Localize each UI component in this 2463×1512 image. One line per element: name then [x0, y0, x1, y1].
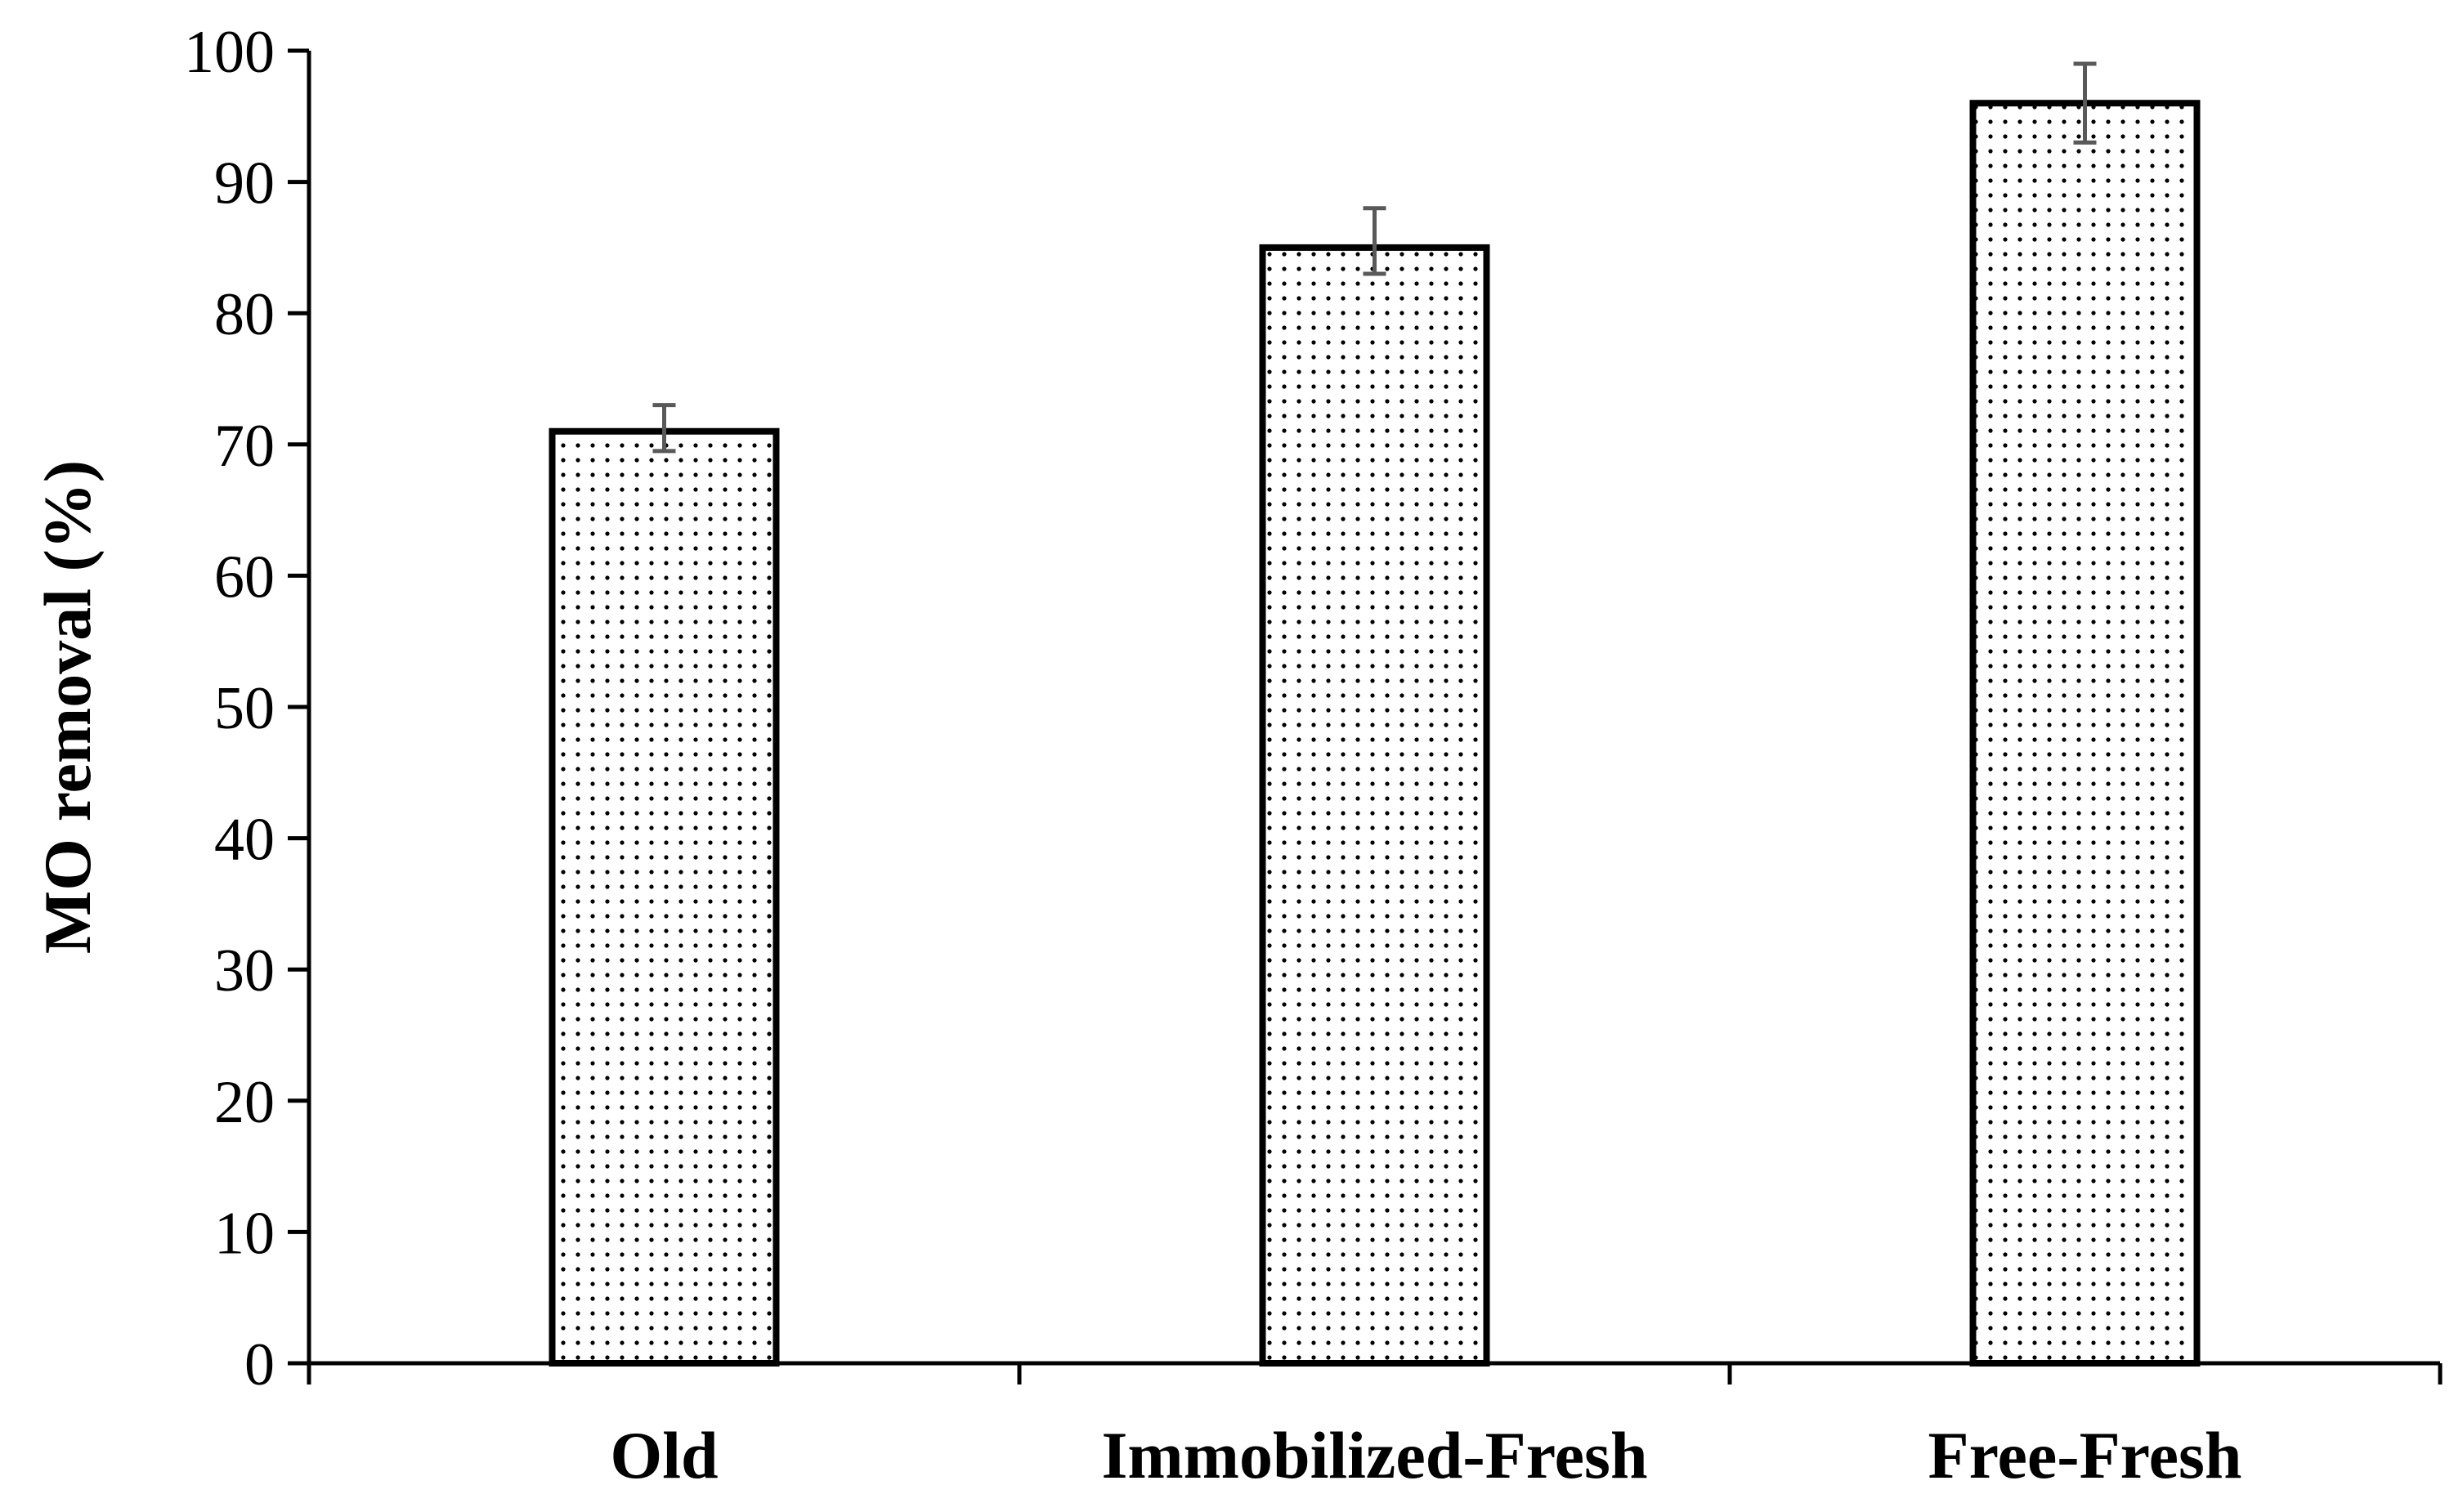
y-tick-label: 60	[214, 544, 275, 611]
y-tick-label: 50	[214, 675, 275, 742]
y-tick-label: 30	[214, 937, 275, 1004]
y-tick-label: 10	[214, 1200, 275, 1267]
error-bars	[652, 61, 2097, 454]
bar-old	[549, 427, 780, 1367]
y-tick-label: 40	[214, 807, 275, 874]
y-tick-label: 20	[214, 1069, 275, 1136]
y-tick-label: 80	[214, 281, 275, 348]
bars	[549, 100, 2201, 1367]
y-tick-label: 0	[244, 1331, 275, 1398]
bar-immobilized-fresh	[1259, 244, 1490, 1367]
x-category-label: Immobilized-Fresh	[1101, 1418, 1647, 1492]
y-axis-ticks: 0 10 20 30 40 50 60 70 80 90 100	[184, 19, 309, 1398]
y-tick-label: 90	[214, 150, 275, 217]
bar-free-fresh	[1969, 100, 2201, 1367]
y-tick-label: 100	[184, 19, 275, 86]
x-category-label: Free-Fresh	[1928, 1418, 2241, 1492]
y-tick-label: 70	[214, 413, 275, 480]
x-axis-labels: Old Immobilized-Fresh Free-Fresh	[610, 1418, 2241, 1492]
y-axis-title: MO removal (%)	[30, 460, 105, 954]
x-category-label: Old	[610, 1418, 718, 1492]
